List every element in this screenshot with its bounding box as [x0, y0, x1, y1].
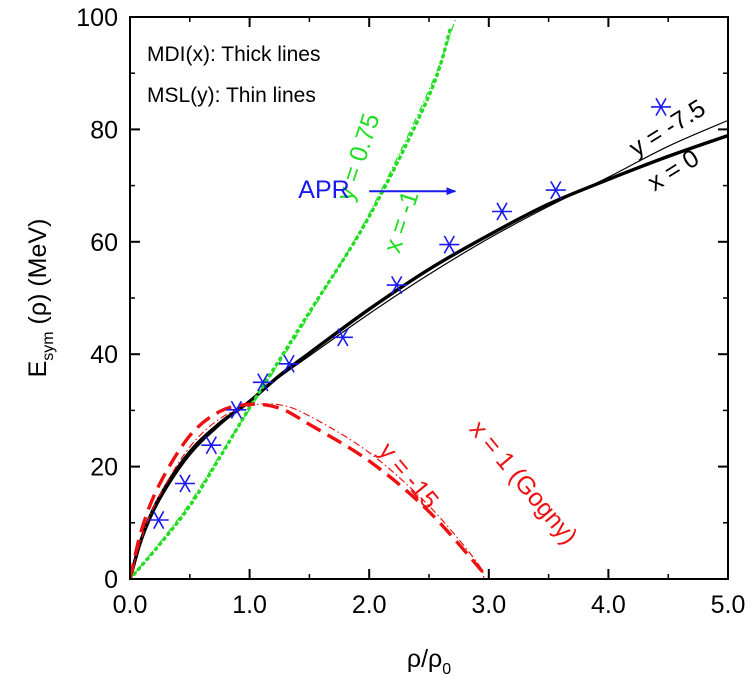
series-line-mdi-x0: [130, 133, 728, 579]
apr-point: [175, 474, 195, 493]
x-tick-label: 2.0: [352, 591, 387, 619]
y-tick-label: 60: [90, 229, 118, 257]
x-tick-label: 4.0: [591, 591, 626, 619]
curve-label-msl-y-15: y = -15: [373, 437, 444, 514]
apr-point: [226, 400, 247, 419]
apr-label: APR: [298, 176, 349, 204]
x-axis-title-sub: 0: [442, 661, 451, 678]
apr-point: [332, 328, 353, 347]
series-line-mdi-x-1: [130, 26, 453, 579]
apr-point: [439, 235, 460, 254]
ticks-layer: 0.0 1.0 2.0 3.0 4.0 5.0 0 20 40 60 80 100: [76, 4, 745, 619]
apr-point: [148, 510, 169, 530]
series-line-mdi-x1: [130, 402, 491, 579]
x-tick-label: 3.0: [471, 591, 506, 619]
apr-point: [279, 354, 300, 373]
apr-point: [545, 181, 566, 200]
note-mdi: MDI(x): Thick lines: [147, 43, 320, 66]
series-line-msl-y-7.5: [130, 119, 728, 579]
apr-point: [386, 275, 407, 295]
y-axis-title-post: (ρ) (MeV): [24, 219, 52, 332]
series-line-msl-y-15: [130, 403, 485, 579]
series-layer: [130, 19, 728, 579]
x-tick-label: 1.0: [232, 591, 267, 619]
series-line-msl-y0.75: [130, 19, 456, 579]
x-axis-title: ρ/ρ0: [407, 645, 451, 678]
y-tick-label: 0: [104, 566, 118, 594]
note-msl: MSL(y): Thin lines: [147, 84, 316, 107]
y-tick-label: 40: [90, 341, 118, 369]
y-tick-label: 100: [76, 4, 118, 32]
x-axis-title-base: ρ/ρ: [407, 645, 442, 673]
apr-point: [201, 436, 222, 455]
y-tick-label: 20: [90, 454, 118, 482]
y-axis-title-pre: E: [24, 361, 52, 378]
curve-label-mdi-x-1: x = -1: [378, 187, 424, 256]
x-tick-label: 5.0: [711, 591, 746, 619]
apr-point: [492, 202, 512, 221]
apr-point: [252, 373, 273, 392]
curve-label-mdi-x1: x = 1 (Gogny): [464, 415, 583, 550]
y-axis-title-sub: sym: [40, 331, 57, 360]
curve-label-msl-y-7.5: y = -7.5: [624, 94, 710, 162]
apr-points-layer: [148, 97, 671, 530]
y-axis-title: Esym (ρ) (MeV): [24, 219, 57, 378]
apr-point: [651, 97, 671, 117]
y-tick-label: 80: [90, 116, 118, 144]
x-tick-label: 0.0: [113, 591, 148, 619]
